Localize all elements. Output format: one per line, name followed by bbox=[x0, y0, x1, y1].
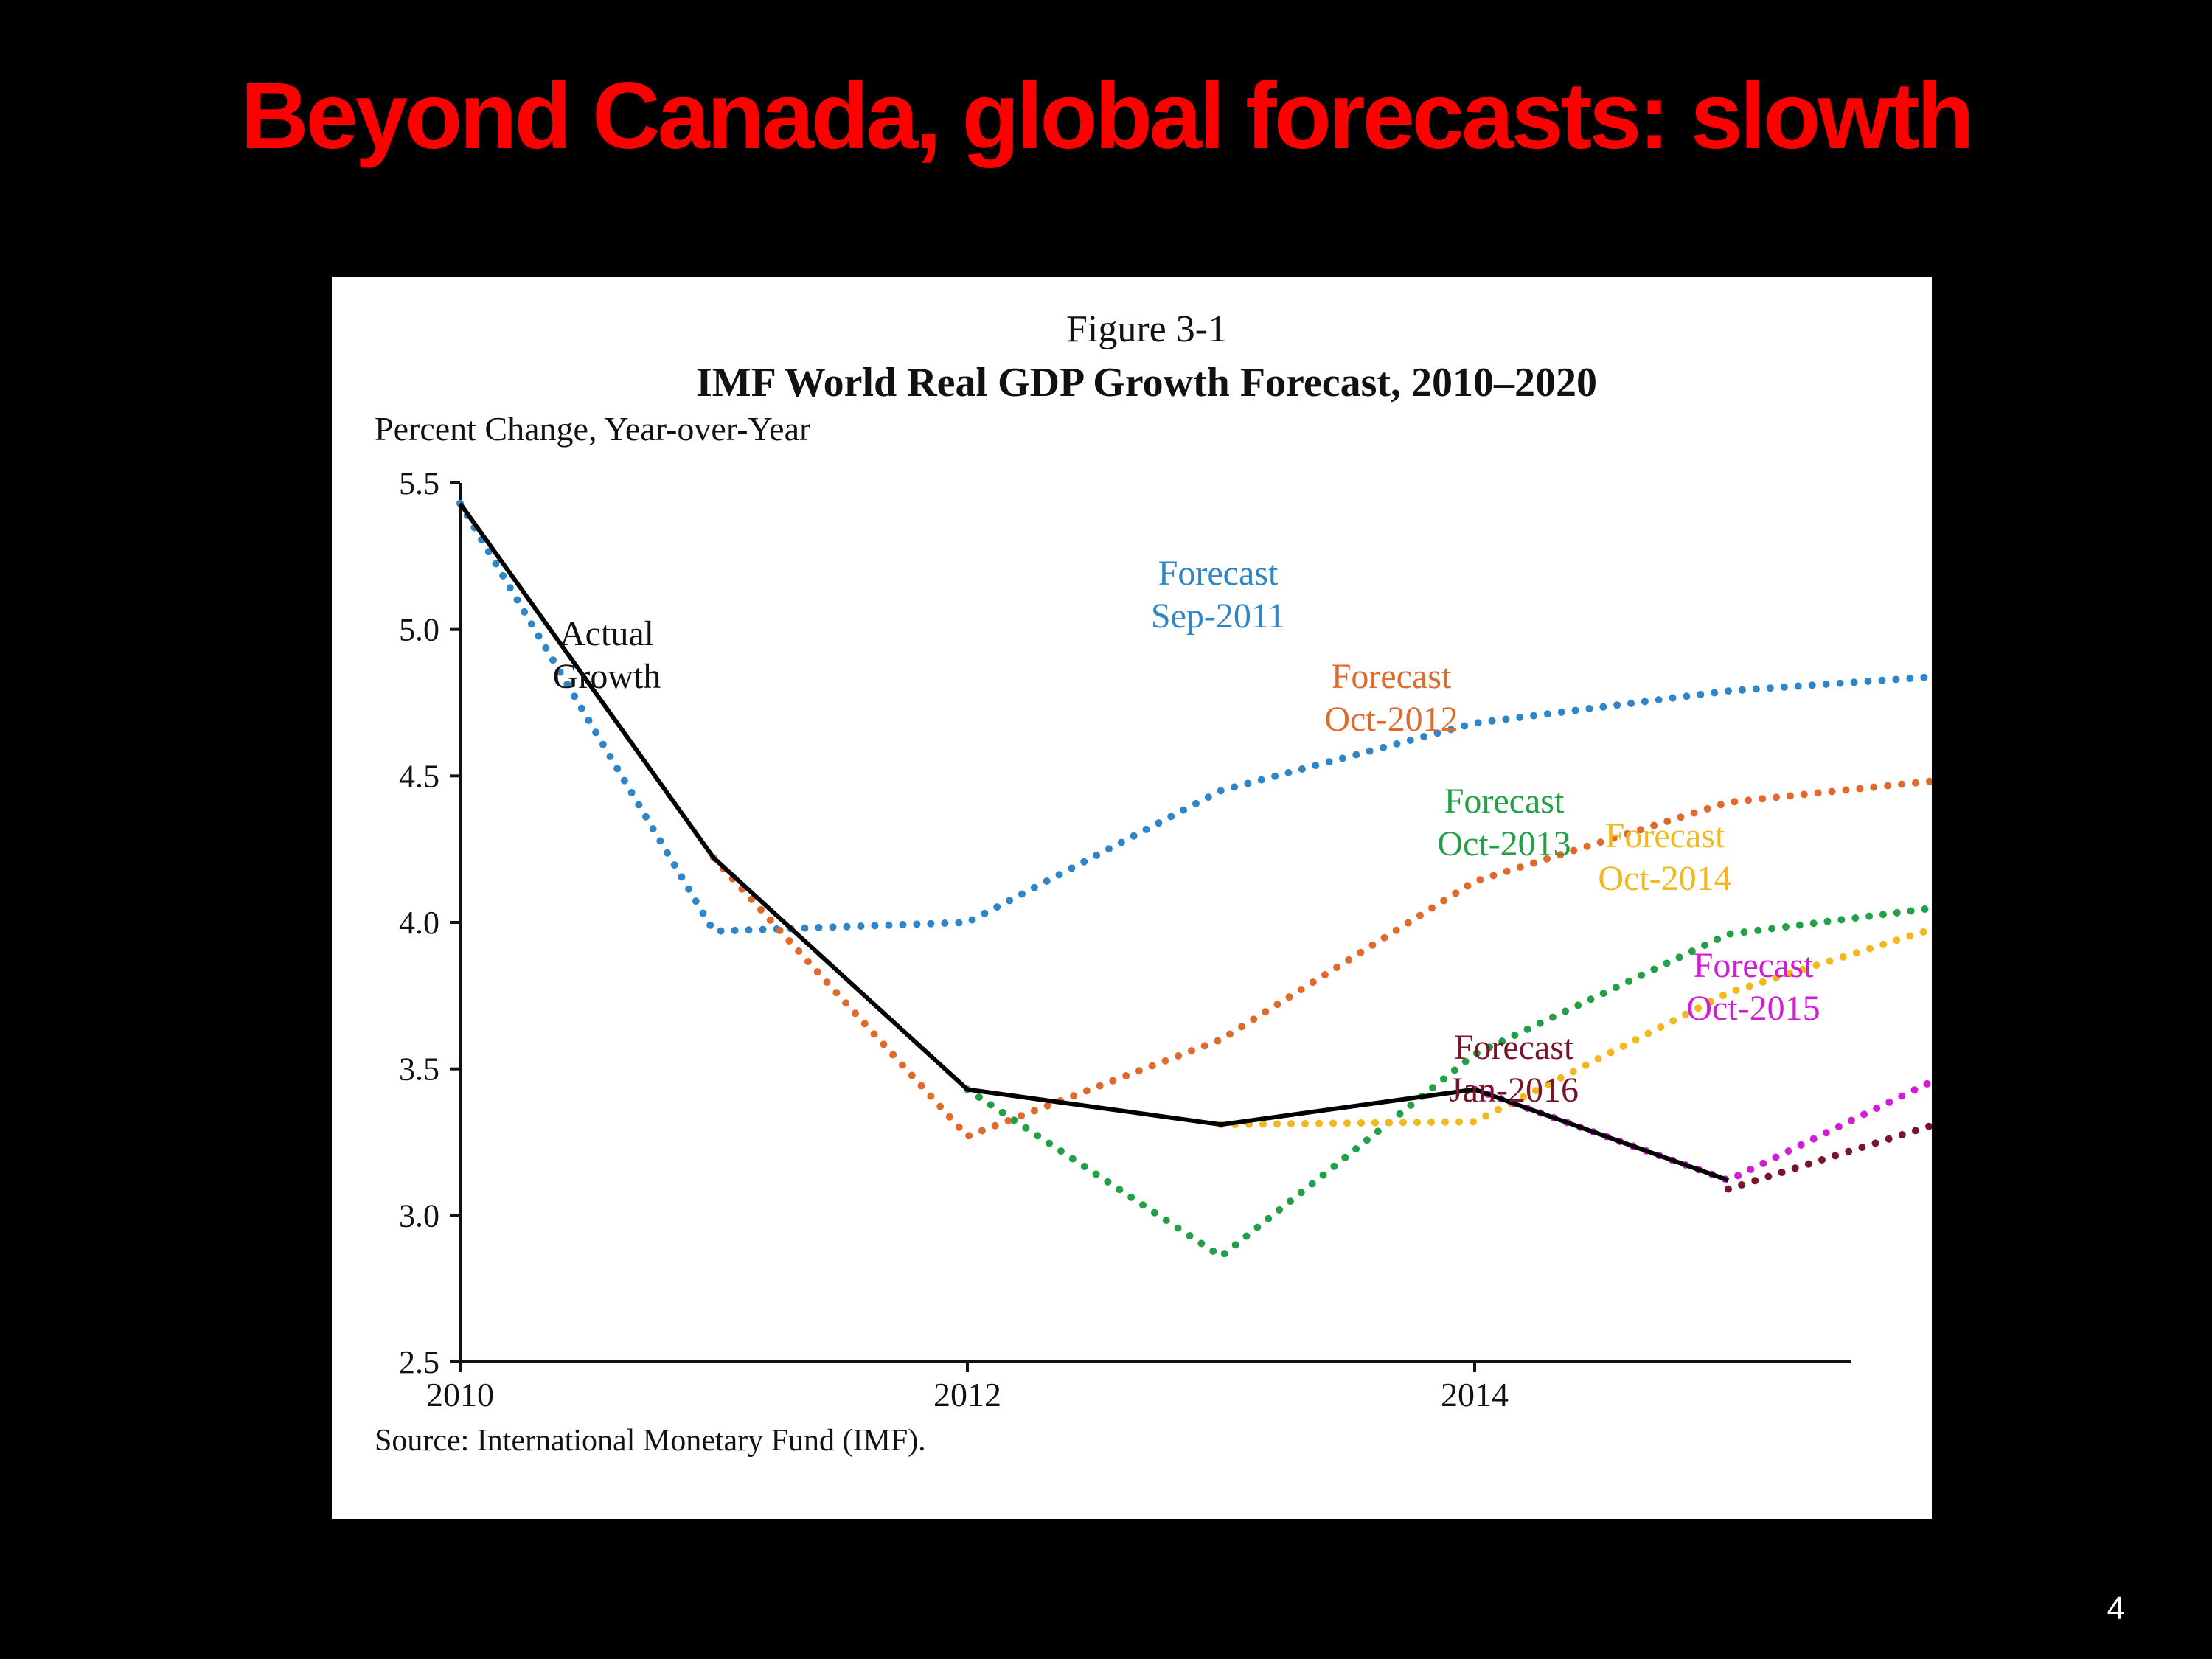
x-tick-label: 2010 bbox=[426, 1376, 494, 1413]
series-label-oct2014: Forecast bbox=[1605, 816, 1725, 855]
x-tick-label: 2012 bbox=[933, 1376, 1001, 1413]
series-label-oct2013: Forecast bbox=[1444, 782, 1565, 821]
figure-label: Figure 3-1 bbox=[1066, 308, 1227, 350]
series-label-oct2015: Forecast bbox=[1694, 946, 1814, 985]
series-label-oct2012: Oct-2012 bbox=[1324, 700, 1458, 739]
series-label-sep2011: Sep-2011 bbox=[1151, 597, 1285, 636]
series-line-sep2011 bbox=[456, 499, 1932, 935]
y-tick-label: 2.5 bbox=[399, 1344, 439, 1380]
x-axis-ticks: 201020122014201620182020 bbox=[426, 1362, 1509, 1413]
series-label-jan2016: Forecast bbox=[1454, 1028, 1574, 1067]
figure-panel: Figure 3-1 IMF World Real GDP Growth For… bbox=[332, 276, 1932, 1519]
series-label-oct2015: Oct-2015 bbox=[1686, 989, 1820, 1028]
chart-source: Source: International Monetary Fund (IMF… bbox=[375, 1424, 926, 1458]
y-tick-label: 4.5 bbox=[399, 758, 439, 794]
series-label-oct2014: Oct-2014 bbox=[1598, 859, 1731, 898]
series-label-actual: Growth bbox=[553, 657, 661, 696]
page-number: 4 bbox=[2107, 1590, 2125, 1627]
series-label-oct2013: Oct-2013 bbox=[1437, 824, 1571, 863]
series-labels: ActualGrowthForecastSep-2011ForecastOct-… bbox=[553, 554, 1820, 1110]
series-label-actual: Actual bbox=[560, 614, 654, 653]
line-chart: Figure 3-1 IMF World Real GDP Growth For… bbox=[375, 308, 1932, 1458]
series-label-sep2011: Forecast bbox=[1158, 554, 1279, 593]
y-tick-label: 3.5 bbox=[399, 1051, 439, 1088]
y-axis-label: Percent Change, Year-over-Year bbox=[375, 410, 810, 448]
y-tick-label: 3.0 bbox=[399, 1197, 439, 1234]
series-line-oct2012 bbox=[710, 777, 1932, 1141]
series-line-oct2014 bbox=[1217, 925, 1932, 1129]
series-label-oct2012: Forecast bbox=[1332, 657, 1452, 696]
series-layer bbox=[456, 499, 1932, 1260]
series-line-oct2013 bbox=[964, 904, 1932, 1260]
y-axis-ticks: 2.5 3.0 3.5 4.0 4.5 5.0 5.5 bbox=[399, 465, 460, 1380]
y-tick-label: 5.0 bbox=[399, 612, 439, 648]
y-tick-label: 5.5 bbox=[399, 465, 439, 501]
series-line-jan2016 bbox=[1725, 1121, 1932, 1193]
x-tick-label: 2014 bbox=[1441, 1376, 1509, 1413]
y-tick-label: 4.0 bbox=[399, 905, 439, 941]
series-line-actual bbox=[458, 502, 1730, 1183]
chart-title: IMF World Real GDP Growth Forecast, 2010… bbox=[696, 360, 1597, 406]
series-label-jan2016: Jan-2016 bbox=[1449, 1071, 1579, 1110]
slide-title: Beyond Canada, global forecasts: slowth bbox=[240, 63, 1975, 169]
